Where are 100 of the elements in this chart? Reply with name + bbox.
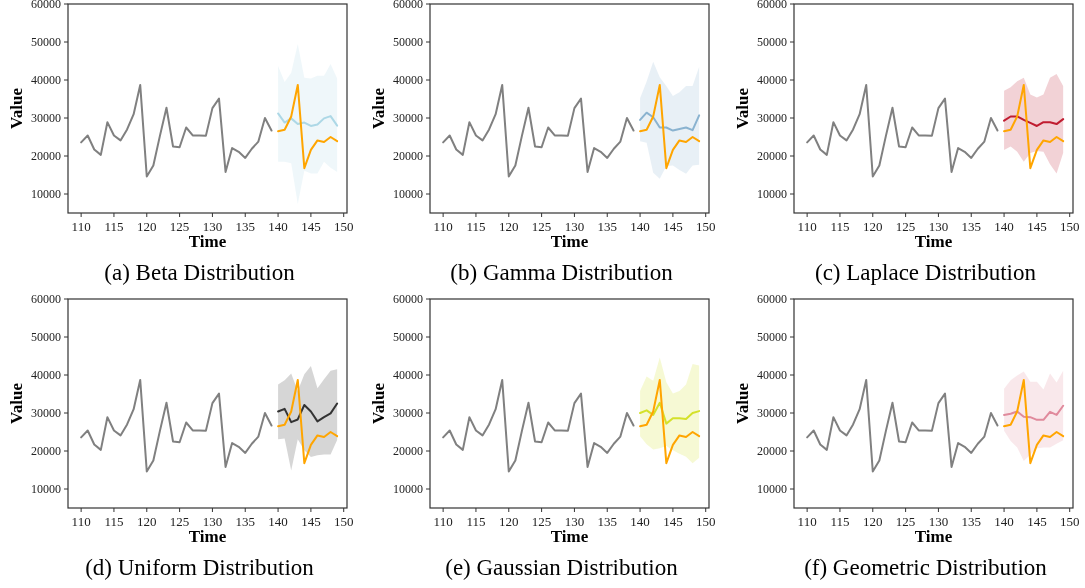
- x-tick-label: 140: [630, 219, 650, 234]
- y-tick-label: 40000: [393, 368, 423, 383]
- y-tick-label: 50000: [31, 330, 61, 345]
- x-axis-title: Time: [914, 232, 953, 251]
- y-tick-label: 40000: [757, 368, 787, 383]
- x-tick-label: 135: [961, 514, 981, 529]
- y-tick-label: 10000: [393, 187, 423, 202]
- line-series: [806, 83, 999, 178]
- line-series: [639, 83, 701, 170]
- x-tick-label: 115: [830, 219, 850, 234]
- line-series: [639, 378, 701, 465]
- line-series: [442, 83, 635, 178]
- y-tick-label: 60000: [31, 292, 61, 307]
- y-axis-title: Value: [7, 87, 26, 129]
- y-tick-label: 50000: [757, 330, 787, 345]
- line-series: [1003, 404, 1065, 421]
- x-tick-label: 120: [137, 514, 157, 529]
- x-tick-label: 150: [695, 219, 716, 234]
- line-series: [1003, 378, 1065, 465]
- x-axis-title: Time: [188, 232, 227, 251]
- line-series: [806, 378, 999, 473]
- x-tick-label: 135: [235, 219, 255, 234]
- x-tick-label: 150: [333, 514, 354, 529]
- y-tick-label: 50000: [757, 35, 787, 50]
- x-tick-label: 145: [1027, 219, 1047, 234]
- y-tick-label: 20000: [757, 149, 787, 164]
- line-series: [639, 401, 701, 425]
- x-tick-label: 130: [564, 514, 585, 529]
- x-tick-label: 145: [301, 514, 321, 529]
- x-tick-label: 140: [268, 514, 288, 529]
- x-tick-label: 135: [597, 514, 617, 529]
- x-tick-label: 110: [433, 514, 453, 529]
- x-tick-label: 150: [695, 514, 716, 529]
- y-tick-label: 60000: [31, 0, 61, 12]
- x-tick-label: 120: [863, 514, 883, 529]
- text: (a) Beta Distribution: [104, 260, 296, 285]
- x-tick-label: 110: [797, 514, 817, 529]
- y-tick-label: 10000: [31, 187, 61, 202]
- x-tick-label: 110: [797, 219, 817, 234]
- text: (b) Gamma Distribution: [450, 260, 674, 285]
- y-tick-label: 10000: [757, 482, 787, 497]
- y-tick-label: 40000: [393, 73, 423, 88]
- y-tick-label: 50000: [31, 35, 61, 50]
- x-tick-label: 130: [928, 219, 949, 234]
- y-tick-label: 10000: [31, 482, 61, 497]
- x-tick-label: 115: [466, 219, 486, 234]
- text: (c) Laplace Distribution: [815, 260, 1037, 285]
- y-tick-label: 60000: [393, 0, 423, 12]
- x-tick-label: 120: [499, 514, 519, 529]
- y-tick-label: 20000: [31, 444, 61, 459]
- line-series: [1003, 83, 1065, 170]
- x-tick-label: 135: [961, 219, 981, 234]
- x-tick-label: 110: [71, 219, 91, 234]
- x-tick-label: 120: [137, 219, 157, 234]
- y-tick-label: 30000: [757, 406, 787, 421]
- x-tick-label: 130: [928, 514, 949, 529]
- y-tick-label: 50000: [393, 330, 423, 345]
- x-tick-label: 125: [895, 219, 916, 234]
- text: (f) Geometric Distribution: [804, 555, 1048, 580]
- line-series: [80, 83, 273, 178]
- y-tick-label: 40000: [31, 368, 61, 383]
- y-tick-label: 30000: [31, 406, 61, 421]
- y-tick-label: 30000: [393, 111, 423, 126]
- x-tick-label: 140: [268, 219, 288, 234]
- x-tick-label: 120: [499, 219, 519, 234]
- line-series: [1003, 115, 1065, 127]
- y-tick-label: 60000: [393, 292, 423, 307]
- text: (d) Uniform Distribution: [85, 555, 315, 580]
- y-tick-label: 30000: [31, 111, 61, 126]
- y-axis-title: Value: [733, 87, 752, 129]
- y-tick-label: 30000: [393, 406, 423, 421]
- x-tick-label: 150: [1059, 219, 1080, 234]
- line-series: [639, 111, 701, 132]
- x-tick-label: 135: [597, 219, 617, 234]
- x-axis-title: Time: [188, 527, 227, 546]
- x-tick-label: 125: [531, 219, 552, 234]
- x-tick-label: 135: [235, 514, 255, 529]
- x-tick-label: 130: [564, 219, 585, 234]
- y-tick-label: 20000: [393, 444, 423, 459]
- x-tick-label: 115: [830, 514, 850, 529]
- x-tick-label: 115: [104, 219, 124, 234]
- x-tick-label: 115: [466, 514, 486, 529]
- y-axis-title: Value: [7, 382, 26, 424]
- x-tick-label: 140: [630, 514, 650, 529]
- x-axis-title: Time: [914, 527, 953, 546]
- x-tick-label: 115: [104, 514, 124, 529]
- y-tick-label: 60000: [757, 292, 787, 307]
- x-tick-label: 140: [994, 514, 1014, 529]
- x-tick-label: 130: [202, 514, 223, 529]
- line-series: [277, 112, 339, 127]
- x-tick-label: 125: [169, 219, 190, 234]
- line-series: [442, 378, 635, 473]
- x-axis-title: Time: [550, 527, 589, 546]
- x-tick-label: 150: [333, 219, 354, 234]
- y-tick-label: 20000: [393, 149, 423, 164]
- x-tick-label: 145: [663, 514, 683, 529]
- x-tick-label: 120: [863, 219, 883, 234]
- line-series: [277, 378, 339, 465]
- x-tick-label: 140: [994, 219, 1014, 234]
- y-tick-label: 20000: [31, 149, 61, 164]
